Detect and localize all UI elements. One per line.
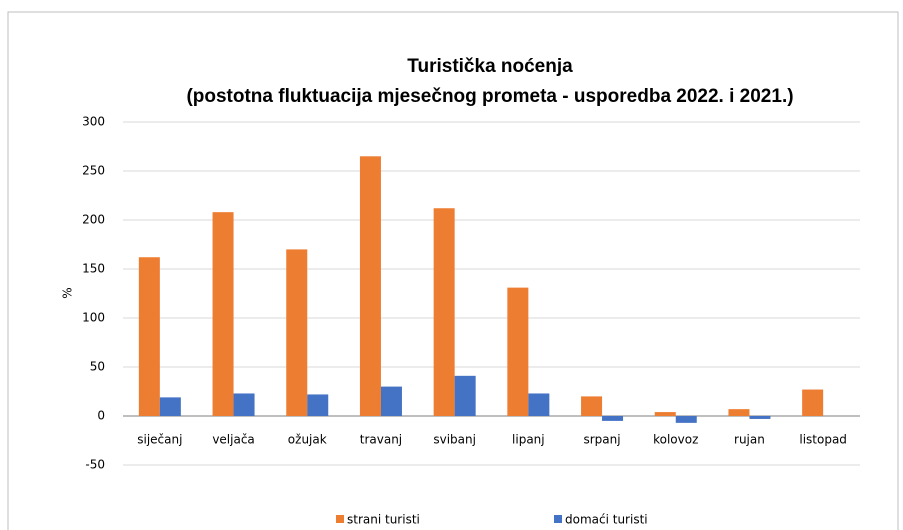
bar [602,416,624,421]
y-tick-label: 150 [82,262,105,276]
bar [233,393,255,416]
bar [454,375,476,416]
bar [380,386,402,416]
bar [159,397,181,416]
y-tick-label: 250 [82,164,105,178]
y-tick-label: 200 [82,213,105,227]
bar [581,396,603,416]
bar [528,393,550,416]
x-tick-label: veljača [212,433,254,447]
bar [675,416,697,423]
x-tick-label: srpanj [583,433,620,447]
bar [749,416,771,419]
bar [307,394,329,416]
bar [654,412,676,416]
bar [286,249,308,416]
x-tick-label: lipanj [512,433,545,447]
y-tick-label: -50 [85,458,105,472]
bar [433,208,455,416]
x-tick-label: siječanj [137,433,182,447]
bar [507,287,529,416]
bar [802,389,824,416]
y-tick-label: 50 [90,360,105,374]
y-tick-label: 0 [97,409,105,423]
bar [138,257,160,416]
x-tick-label: ožujak [288,433,327,447]
x-tick-label: travanj [360,433,402,447]
bar [359,156,381,417]
legend-swatch [336,515,344,523]
x-tick-label: listopad [799,433,847,447]
bar [728,409,750,416]
bar [212,212,234,416]
chart-title: Turistička noćenja [407,56,573,77]
x-tick-label: kolovoz [653,433,698,447]
chart-subtitle: (postotna fluktuacija mjesečnog prometa … [186,86,793,107]
y-tick-label: 300 [82,115,105,129]
x-tick-label: svibanj [433,433,476,447]
y-tick-label: 100 [82,311,105,325]
x-tick-label: rujan [734,433,765,447]
legend-label: strani turisti [347,513,420,527]
legend-label: domaći turisti [565,513,648,527]
legend-swatch [554,515,562,523]
y-axis-label: % [61,287,75,298]
